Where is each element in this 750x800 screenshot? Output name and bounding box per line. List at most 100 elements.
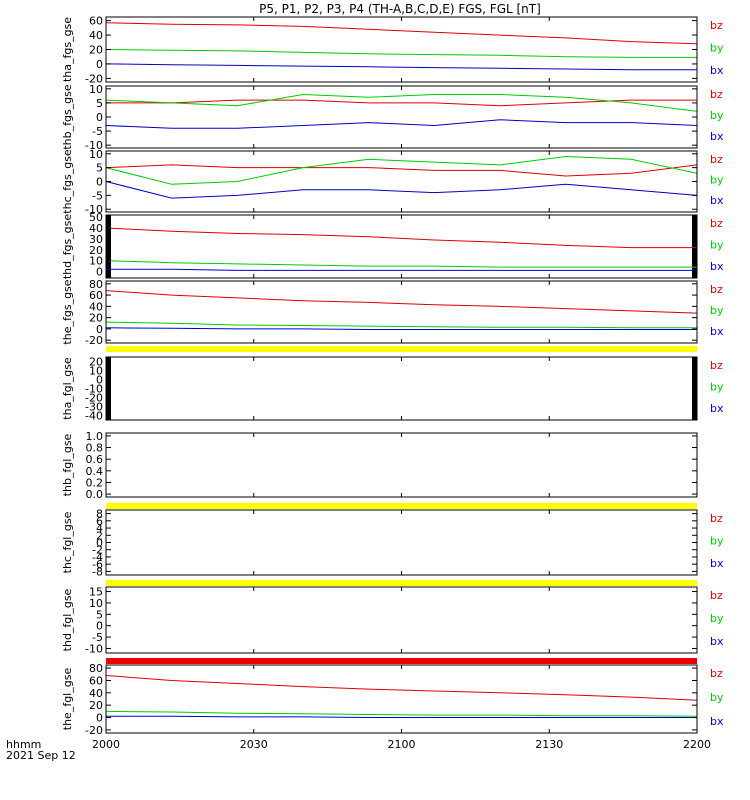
y-tick-label: 40 [89,222,103,235]
y-tick-label: 0 [96,374,103,387]
y-tick-label: 40 [89,29,103,42]
series-bz [106,99,697,107]
series-by [105,49,697,58]
y-axis-label: thb_fgl_gse [61,433,74,496]
legend-by: by [710,612,724,625]
y-tick-label: -10 [85,139,103,152]
x-tick-label: 2200 [683,738,711,751]
y-tick-label: -20 [85,334,103,347]
y-tick-label: 60 [89,289,103,302]
legend-bz: bz [710,589,723,602]
y-tick-label: 30 [89,233,103,246]
panel-thb_fgl_gse: 0.00.20.40.60.81.0 thb_fgl_gse [61,430,698,501]
series-by [105,321,697,329]
x-tick-label: 2100 [388,738,416,751]
series-by [105,93,698,112]
legend-by: by [710,691,724,704]
y-tick-label: 0 [96,620,103,633]
y-tick-label: 0 [96,58,103,71]
series-bz [105,164,698,177]
panel-frame [105,150,698,213]
legend-bz: bz [710,19,723,32]
y-tick-label: 15 [89,586,103,599]
series-bz [105,22,698,45]
y-tick-label: -4 [92,551,103,564]
y-tick-label: -5 [92,189,103,202]
y-tick-label: 50 [89,211,103,224]
series-by [105,155,698,185]
legend-bx: bx [710,325,724,338]
y-axis-label: thc_fgl_gse [61,511,74,573]
series-by [105,710,698,717]
y-tick-label: -2 [92,544,103,557]
series-bz [105,227,697,249]
legend-by: by [710,239,724,252]
legend-bx: bx [710,715,724,728]
y-tick-label: 1.0 [86,430,104,443]
y-tick-label: 0 [96,323,103,336]
legend-by: by [710,381,724,394]
y-tick-label: 0.0 [86,488,104,501]
legend-bx: bx [710,64,724,77]
left-edge-marker [106,215,111,278]
legend-bz: bz [710,667,723,680]
x-tick-label: 2130 [535,738,563,751]
y-axis-label: tha_fgs_gse [61,17,74,82]
y-tick-label: 80 [89,278,103,291]
y-tick-label: 2 [96,529,103,542]
right-edge-marker [692,215,697,278]
y-tick-label: 5 [96,97,103,110]
series-bx [106,715,697,718]
yellow-data-gap-bar [106,346,697,352]
y-tick-label: 10 [89,365,103,378]
y-axis-label: thc_fgs_gse [61,149,74,214]
y-tick-label: -20 [85,724,103,737]
series-bx [105,327,697,330]
x-tick-label: 2000 [92,738,120,751]
y-tick-label: 60 [89,674,103,687]
legend-by: by [710,174,724,187]
y-tick-label: 10 [89,83,103,96]
y-tick-label: 5 [96,162,103,175]
y-tick-label: -10 [85,383,103,396]
time-axis: 2000 2030 2100 2130 2200 [92,17,711,751]
y-tick-label: 0 [96,176,103,189]
series-bx [105,63,697,71]
y-tick-label: 0 [96,265,103,278]
y-tick-label: 8 [96,508,103,521]
y-tick-label: 40 [89,300,103,313]
y-tick-label: 0 [96,712,103,725]
series-bx [105,119,698,129]
panel-frame [105,664,698,734]
legend-by: by [710,42,724,55]
legend-bz: bz [710,283,723,296]
y-tick-label: -20 [85,392,103,405]
y-tick-label: -20 [85,72,103,85]
legend-bx: bx [710,635,724,648]
legend-bx: bx [710,194,724,207]
x-tick-label: 2030 [240,738,268,751]
y-axis-label: thd_fgs_gse [61,214,74,280]
y-tick-label: 20 [89,699,103,712]
y-tick-label: -8 [92,565,103,578]
y-tick-label: 0 [96,111,103,124]
y-tick-label: 20 [89,244,103,257]
panel-frame [105,280,698,344]
y-tick-label: 0.2 [86,476,104,489]
panel-frame [105,586,698,654]
y-tick-label: 0.6 [86,453,104,466]
y-tick-label: 80 [89,662,103,675]
red-data-gap-bar [106,658,697,664]
legend-bx: bx [710,402,724,415]
panel-frame [105,509,698,576]
legend-bz: bz [710,512,723,525]
yellow-data-gap-bar [106,580,697,586]
